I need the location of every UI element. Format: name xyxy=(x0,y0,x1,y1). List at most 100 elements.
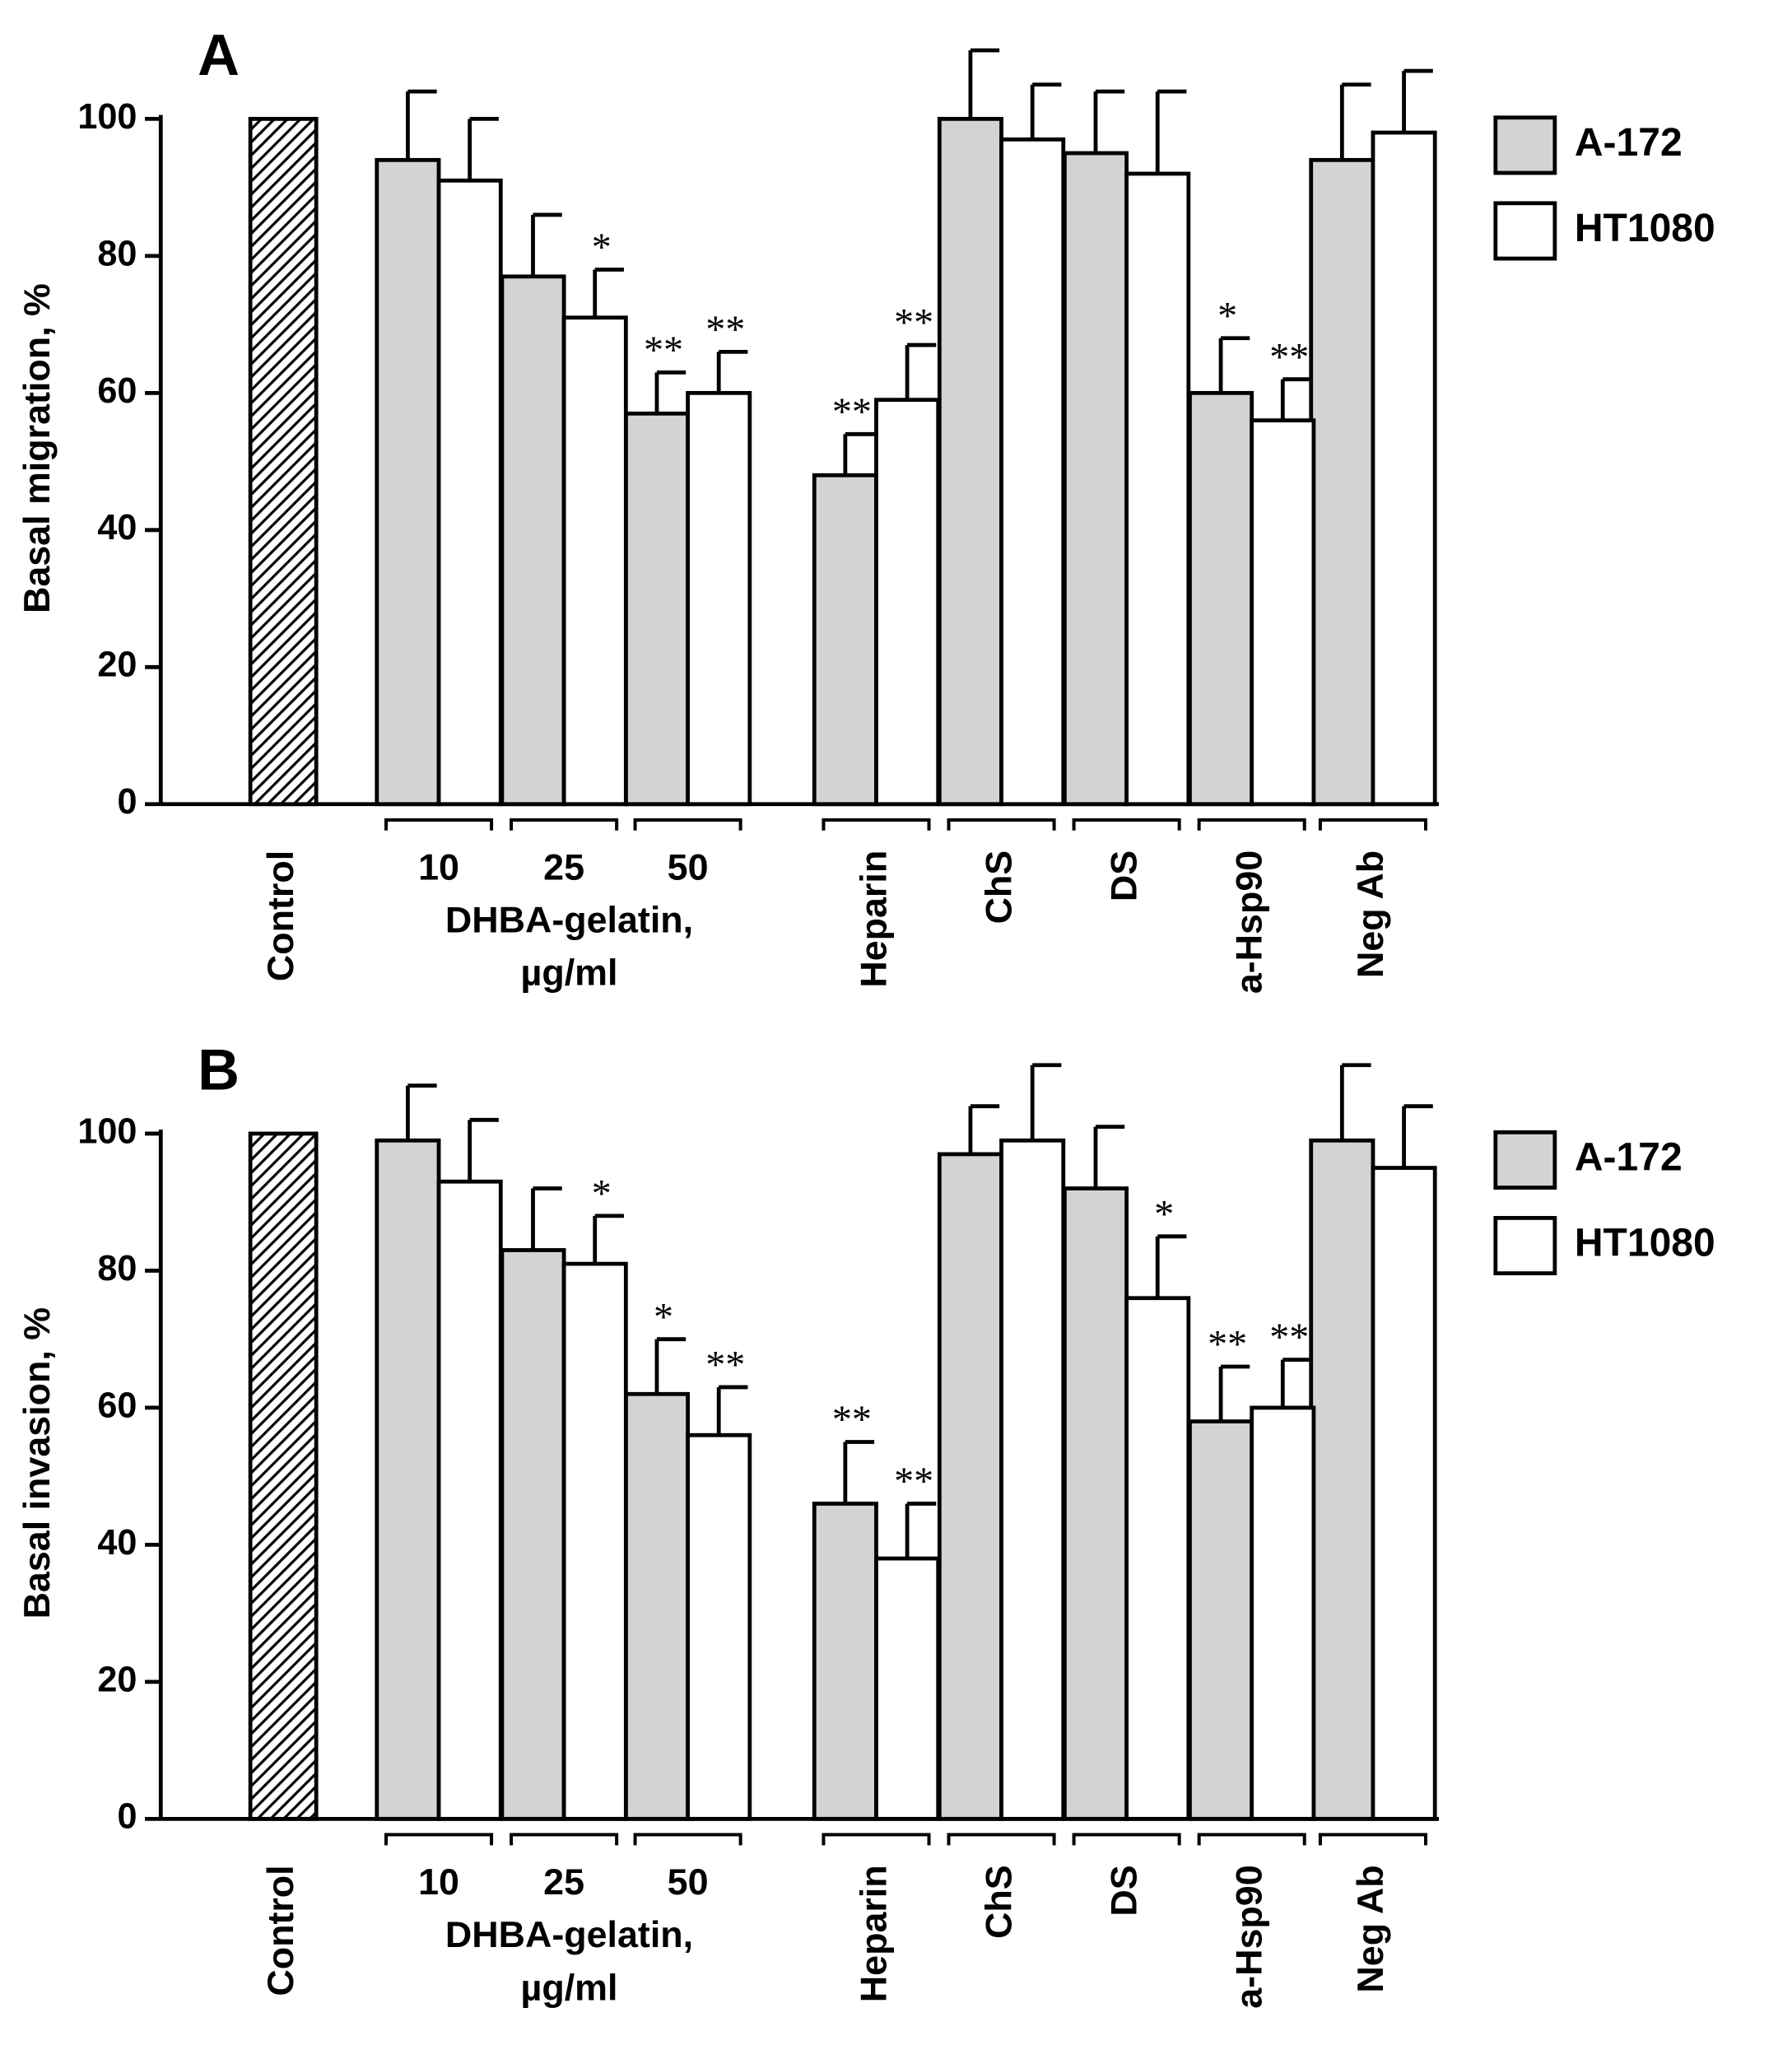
significance-label: * xyxy=(1217,294,1237,338)
group-bracket xyxy=(384,818,494,831)
x-tick-label: Neg Ab xyxy=(1350,850,1391,978)
group-bracket xyxy=(1197,818,1306,831)
group-bracket xyxy=(510,818,619,831)
group-bracket xyxy=(947,818,1056,831)
bar xyxy=(561,1261,628,1821)
group-bracket xyxy=(947,1833,1056,1846)
legend-label: HT1080 xyxy=(1575,207,1715,250)
y-axis-label: Basal migration, % xyxy=(16,283,58,613)
y-tick-label: 20 xyxy=(97,645,137,685)
annotation: µg/ml xyxy=(521,1967,618,2008)
y-tick-label: 40 xyxy=(97,1523,137,1563)
bar xyxy=(874,398,941,807)
x-tick-label: Heparin xyxy=(853,850,894,988)
bar xyxy=(1124,171,1191,807)
legend-label: A-172 xyxy=(1575,121,1683,165)
group-bracket xyxy=(1072,1833,1181,1846)
bar xyxy=(937,1152,1003,1821)
significance-label: ** xyxy=(705,1344,745,1387)
x-tick-label: Control xyxy=(260,850,301,981)
significance-label: ** xyxy=(894,1460,933,1503)
significance-label: ** xyxy=(644,328,683,372)
x-tick-label: 10 xyxy=(418,1861,459,1903)
group-bracket xyxy=(633,1833,742,1846)
bar xyxy=(999,1138,1066,1821)
x-tick-label: a-Hsp90 xyxy=(1229,1865,1270,2008)
y-tick-label: 60 xyxy=(97,371,137,411)
significance-label: ** xyxy=(832,390,872,434)
bar xyxy=(561,315,628,807)
x-tick-label: 25 xyxy=(543,1861,584,1903)
bar xyxy=(999,137,1066,807)
group-bracket xyxy=(1197,1833,1306,1846)
y-tick-label: 40 xyxy=(97,508,137,547)
y-tick-label: 60 xyxy=(97,1386,137,1425)
bar xyxy=(1371,130,1437,807)
x-tick-label: DS xyxy=(1103,850,1144,901)
y-tick-label: 0 xyxy=(117,1797,137,1837)
significance-label: * xyxy=(1154,1192,1174,1236)
x-tick-label: Neg Ab xyxy=(1350,1865,1391,1992)
significance-label: ** xyxy=(705,308,745,352)
x-tick-label: 10 xyxy=(418,847,459,888)
significance-label: ** xyxy=(1208,1323,1247,1367)
x-tick-label: ChS xyxy=(978,850,1019,925)
x-tick-label: Heparin xyxy=(853,1865,894,2002)
significance-label: ** xyxy=(894,301,933,345)
legend-swatch xyxy=(1493,201,1557,261)
significance-label: * xyxy=(592,226,612,269)
group-bracket xyxy=(510,1833,619,1846)
bar xyxy=(812,473,878,807)
bar xyxy=(1309,1138,1375,1821)
bar xyxy=(1188,1419,1254,1821)
bar xyxy=(686,390,752,807)
bar xyxy=(1371,1166,1437,1821)
bar xyxy=(623,411,690,807)
y-tick-label: 80 xyxy=(97,234,137,273)
group-bracket xyxy=(633,818,742,831)
y-axis-label: Basal invasion, % xyxy=(16,1307,58,1619)
x-tick-label: a-Hsp90 xyxy=(1229,850,1270,994)
y-tick-label: 0 xyxy=(117,782,137,822)
panel-title: B xyxy=(198,1037,240,1102)
control-bar xyxy=(248,1131,319,1821)
group-bracket xyxy=(384,1833,494,1846)
bar xyxy=(500,1248,566,1821)
x-tick-label: Control xyxy=(260,1865,301,1996)
significance-label: * xyxy=(654,1295,673,1339)
x-tick-label: 50 xyxy=(668,847,709,888)
group-bracket xyxy=(1072,818,1181,831)
legend-label: HT1080 xyxy=(1575,1222,1715,1265)
x-tick-label: 50 xyxy=(668,1861,709,1903)
group-bracket xyxy=(822,1833,931,1846)
bar xyxy=(375,157,441,807)
annotation: µg/ml xyxy=(521,953,618,994)
bar xyxy=(375,1138,441,1821)
legend-swatch xyxy=(1493,1130,1557,1190)
bar xyxy=(812,1502,878,1821)
panel-title: A xyxy=(198,22,240,87)
group-bracket xyxy=(1318,1833,1427,1846)
legend-swatch xyxy=(1493,115,1557,175)
bar xyxy=(436,178,503,807)
bar xyxy=(500,274,566,807)
control-bar xyxy=(248,116,319,807)
annotation: DHBA-gelatin, xyxy=(445,1914,693,1955)
significance-label: ** xyxy=(1269,335,1309,379)
bar xyxy=(1062,151,1129,807)
bar xyxy=(1062,1186,1129,1821)
bar xyxy=(623,1391,690,1821)
legend-label: A-172 xyxy=(1575,1136,1683,1180)
significance-label: ** xyxy=(1269,1316,1309,1359)
y-tick-label: 80 xyxy=(97,1249,137,1288)
legend-swatch xyxy=(1493,1216,1557,1276)
bar xyxy=(1250,418,1316,807)
y-tick-label: 20 xyxy=(97,1660,137,1699)
y-tick-label: 100 xyxy=(77,1111,137,1151)
bar xyxy=(1188,390,1254,807)
group-bracket xyxy=(822,818,931,831)
x-tick-label: ChS xyxy=(978,1865,1019,1939)
group-bracket xyxy=(1318,818,1427,831)
